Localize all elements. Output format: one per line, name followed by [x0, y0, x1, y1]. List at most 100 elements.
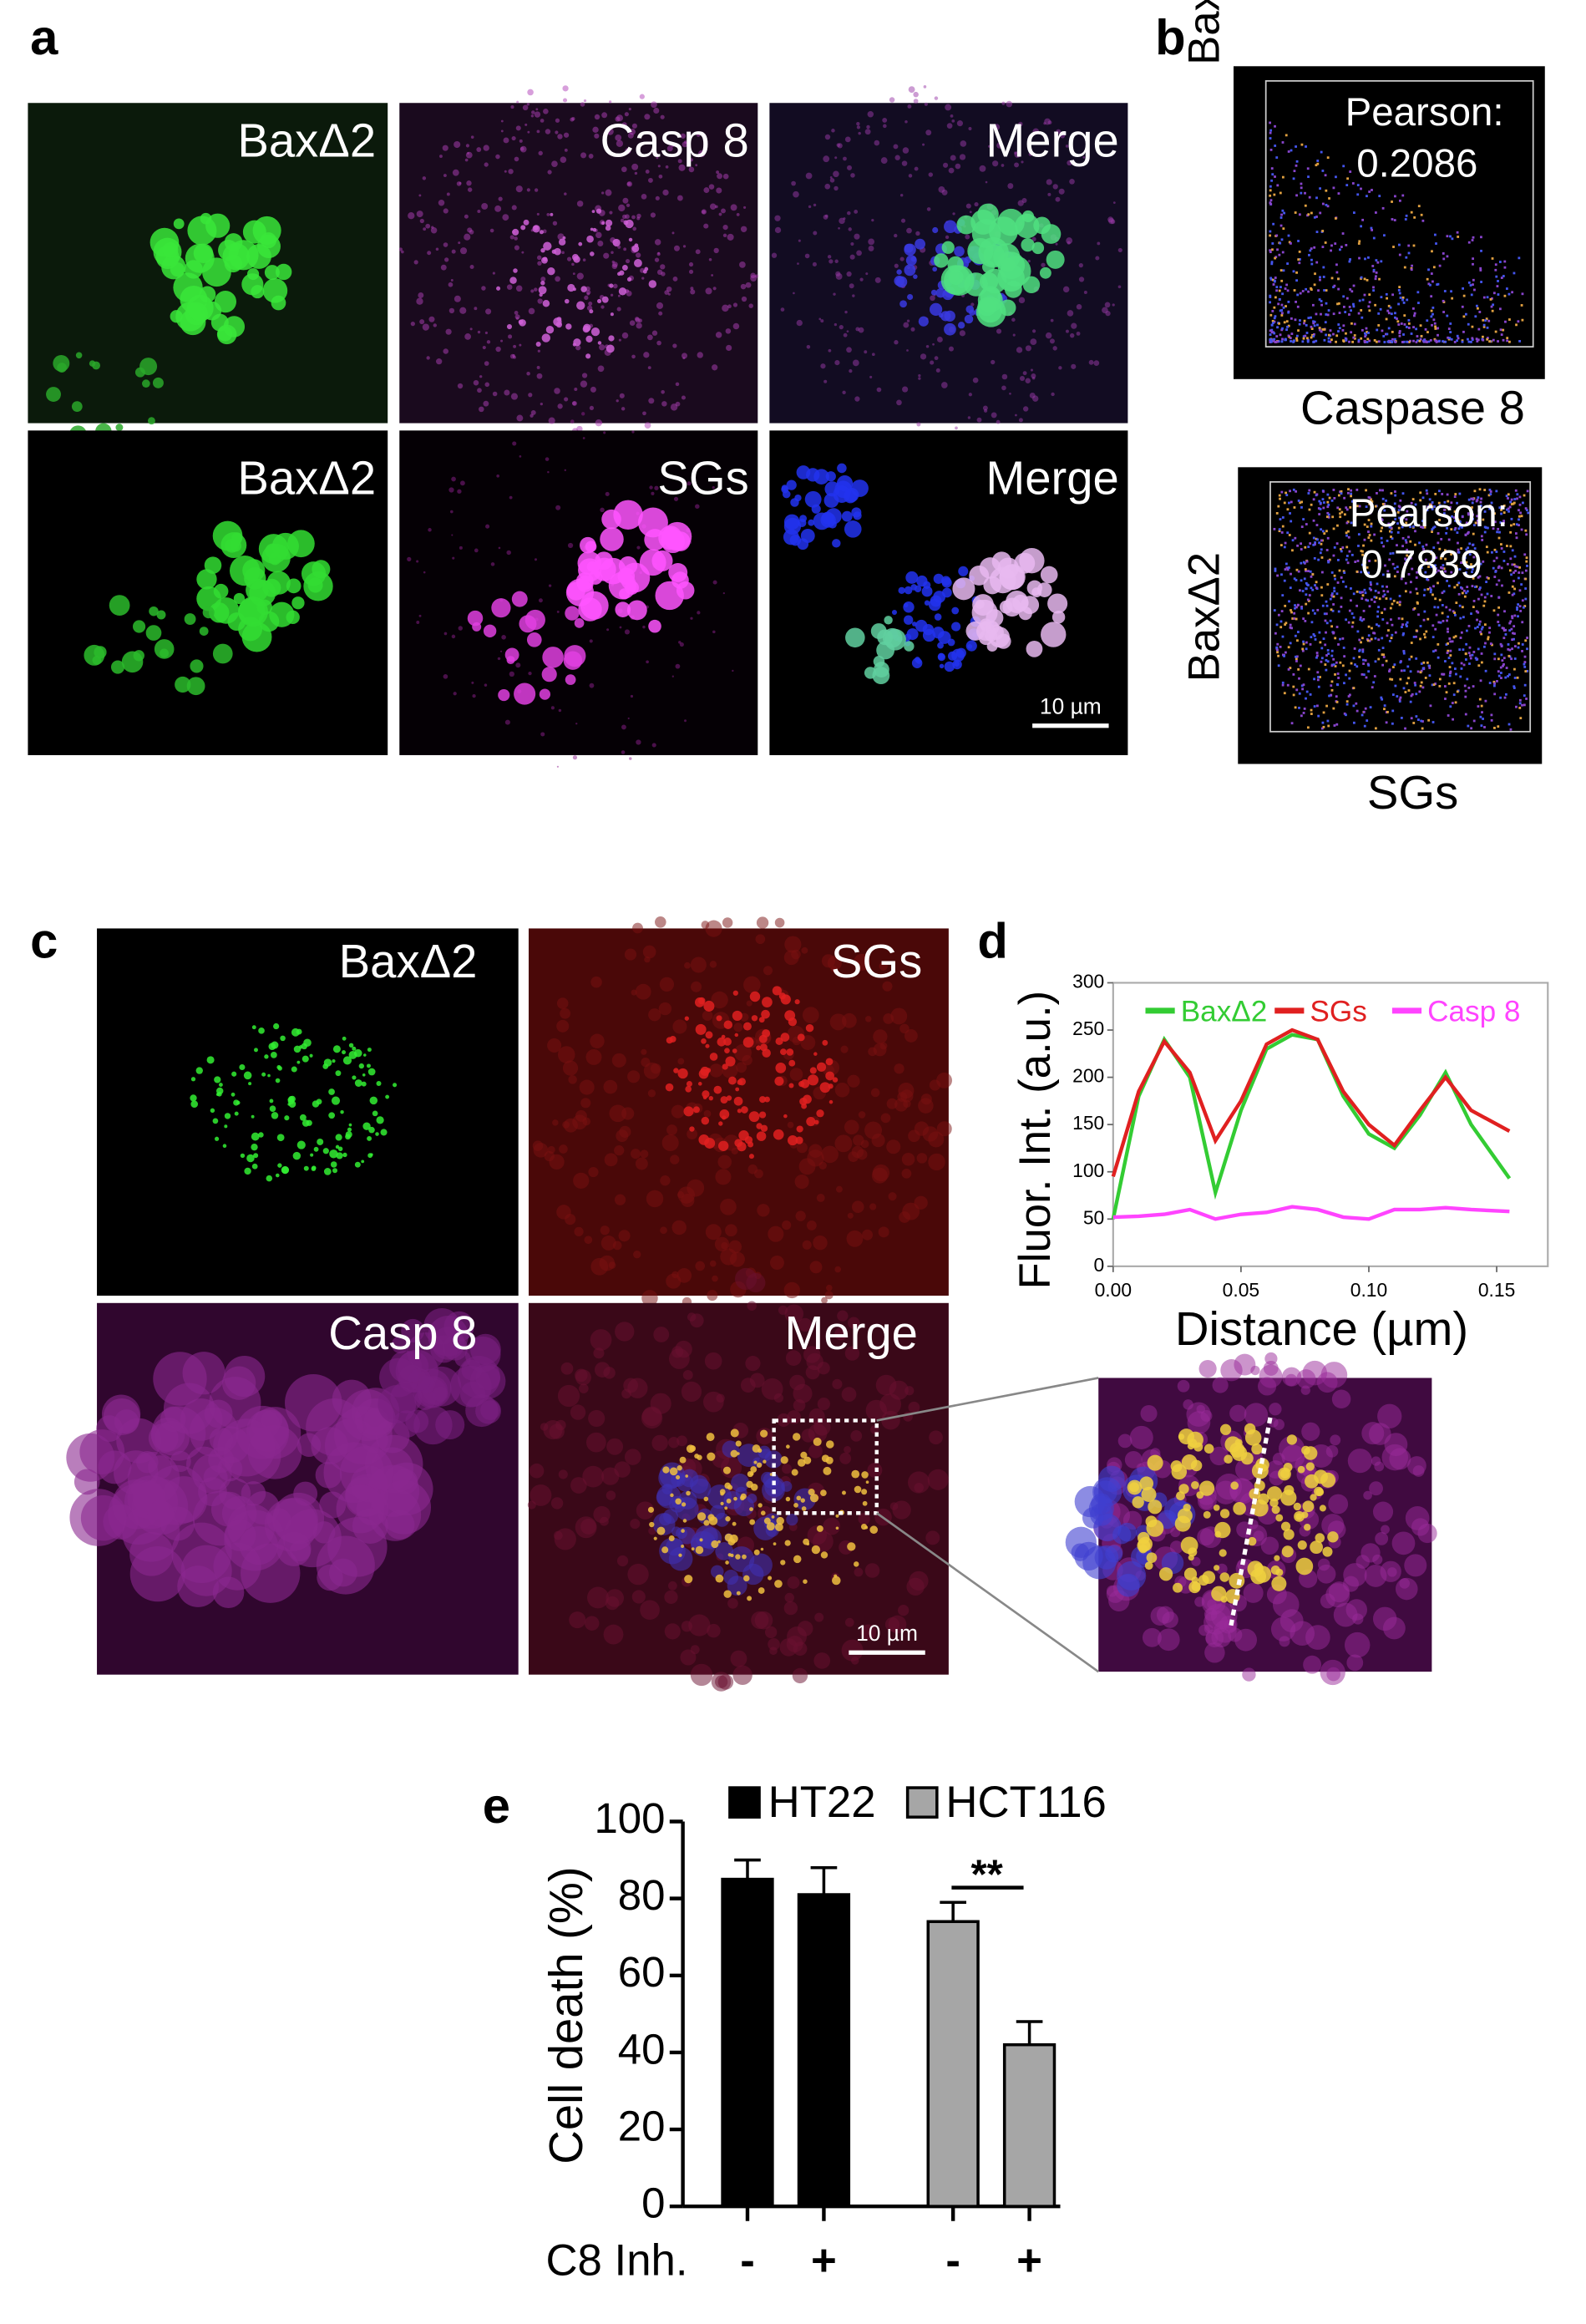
granule	[651, 1434, 668, 1452]
granule	[734, 1033, 739, 1038]
scatter-dot	[1480, 724, 1483, 728]
granule	[722, 1063, 728, 1070]
granule	[401, 1318, 425, 1343]
granule	[457, 489, 462, 494]
granule	[644, 422, 651, 429]
axis-label: BaxΔ2	[1179, 0, 1229, 65]
scatter-dot	[1438, 519, 1441, 521]
granule	[241, 1481, 266, 1506]
scatter-dot	[1508, 648, 1512, 652]
granule	[908, 86, 915, 94]
granule	[1315, 1488, 1325, 1497]
scatter-dot	[1276, 648, 1279, 652]
granule	[746, 1480, 753, 1489]
scatter-dot	[1373, 601, 1376, 603]
granule	[705, 1031, 713, 1039]
granule	[678, 1553, 682, 1557]
granule	[514, 156, 519, 162]
granule	[853, 1134, 864, 1146]
scatter-dot	[1445, 531, 1448, 535]
granule	[1203, 1624, 1214, 1634]
scatter-dot	[1295, 688, 1299, 692]
granule	[840, 1045, 849, 1053]
granule	[464, 333, 471, 340]
scatter-dot	[1513, 677, 1517, 679]
scatter-dot	[1493, 652, 1497, 656]
scatter-dot	[1273, 609, 1276, 612]
scatter-dot	[1518, 566, 1522, 569]
scatter-dot	[1481, 626, 1484, 629]
granule	[196, 569, 217, 590]
scatter-dot	[1521, 292, 1524, 296]
granule	[1140, 1404, 1158, 1423]
scatter-dot	[1361, 619, 1364, 622]
scatter-dot	[1310, 336, 1313, 339]
scatter-dot	[1368, 190, 1371, 193]
scatter-dot	[1427, 268, 1430, 271]
scatter-dot	[1462, 589, 1466, 592]
scatter-dot	[1368, 496, 1371, 500]
scatter-dot	[1269, 340, 1272, 343]
scatter-dot	[1424, 677, 1427, 679]
scatter-dot	[1325, 704, 1328, 708]
scatter-dot	[1412, 244, 1416, 247]
granule	[565, 674, 576, 685]
scatter-dot	[1284, 604, 1287, 607]
scatter-dot	[1381, 329, 1384, 332]
granule	[717, 1037, 727, 1047]
scatter-dot	[1312, 519, 1315, 522]
granule	[848, 1317, 860, 1329]
scatter-dot	[1298, 706, 1300, 709]
granule	[937, 631, 951, 644]
granule	[418, 614, 422, 617]
granule	[585, 335, 593, 343]
granule	[656, 156, 659, 160]
granule	[540, 248, 545, 253]
granule	[813, 469, 829, 485]
scatter-dot	[1377, 638, 1381, 642]
granule	[904, 243, 916, 256]
granule	[703, 1496, 709, 1502]
granule	[573, 338, 581, 347]
granule	[362, 1053, 367, 1057]
granule	[693, 1106, 700, 1114]
scatter-dot	[1413, 216, 1416, 219]
granule	[538, 598, 543, 603]
scatter-dot	[1358, 638, 1361, 642]
granule	[1325, 1583, 1350, 1608]
scatter-dot	[1345, 531, 1348, 535]
scatter-dot	[1524, 597, 1528, 601]
granule	[605, 189, 612, 196]
granule	[872, 1164, 890, 1182]
granule	[718, 212, 722, 216]
scatter-dot	[1307, 611, 1310, 615]
x-tick-label: -	[740, 2236, 755, 2286]
granule	[660, 1175, 671, 1186]
scatter-dot	[1329, 619, 1332, 622]
scatter-dot	[1430, 565, 1433, 568]
scatter-dot	[1376, 551, 1379, 555]
scatter-dot	[1447, 500, 1450, 503]
scatter-dot	[1277, 654, 1280, 657]
granule	[574, 1226, 584, 1236]
granule	[874, 140, 880, 146]
scatter-dot	[1426, 492, 1429, 495]
scatter-dot	[1431, 312, 1434, 316]
granule	[332, 1059, 336, 1063]
scatter-dot	[1499, 328, 1502, 332]
granule	[766, 1522, 775, 1531]
granule	[416, 560, 419, 563]
granule	[850, 1657, 859, 1665]
scatter-dot	[1498, 261, 1502, 263]
scatter-dot	[1404, 727, 1406, 730]
scatter-dot	[1461, 587, 1464, 590]
scatter-dot	[1281, 141, 1285, 144]
scatter-dot	[1431, 307, 1435, 309]
scatter-dot	[1363, 523, 1366, 526]
scatter-dot	[1400, 577, 1403, 581]
granule	[527, 130, 530, 134]
granule	[580, 536, 596, 554]
scatter-dot	[1289, 642, 1292, 645]
granule	[498, 196, 503, 201]
scatter-dot	[1456, 339, 1458, 343]
